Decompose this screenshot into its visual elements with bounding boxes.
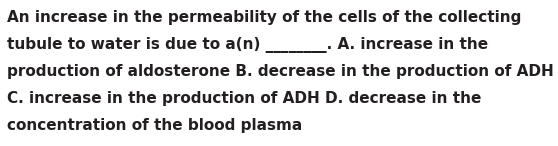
Text: C. increase in the production of ADH D. decrease in the: C. increase in the production of ADH D. … (7, 91, 482, 106)
Text: An increase in the permeability of the cells of the collecting: An increase in the permeability of the c… (7, 10, 522, 25)
Text: tubule to water is due to a(n) ________. A. increase in the: tubule to water is due to a(n) ________.… (7, 37, 488, 53)
Text: concentration of the blood plasma: concentration of the blood plasma (7, 118, 302, 133)
Text: production of aldosterone B. decrease in the production of ADH: production of aldosterone B. decrease in… (7, 64, 554, 79)
